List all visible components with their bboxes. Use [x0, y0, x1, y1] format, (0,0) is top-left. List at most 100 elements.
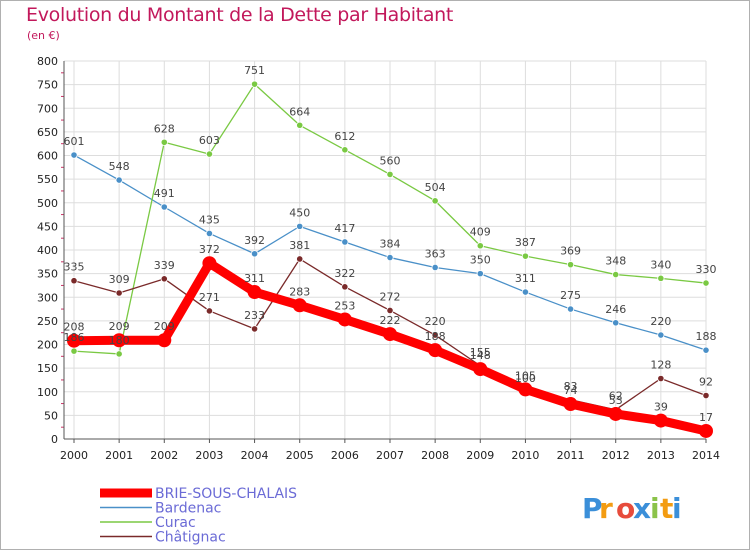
data-point [115, 176, 123, 184]
data-label: 222 [380, 314, 401, 327]
data-point [337, 312, 352, 327]
logo-letter: o [616, 492, 635, 525]
data-label: 105 [515, 369, 536, 382]
y-tick-label: 350 [37, 268, 58, 281]
data-label: 612 [334, 130, 355, 143]
chart-unit: (en €) [27, 29, 60, 42]
y-tick-label: 700 [37, 102, 58, 115]
x-tick-label: 2014 [692, 449, 720, 462]
x-tick-label: 2012 [602, 449, 630, 462]
x-tick-label: 2006 [331, 449, 359, 462]
data-point [247, 285, 262, 300]
data-point [115, 350, 123, 358]
data-point [341, 238, 349, 246]
data-label: 128 [650, 359, 671, 372]
data-label: 83 [564, 380, 578, 393]
data-point [386, 170, 394, 178]
data-label: 322 [334, 267, 355, 280]
data-label: 363 [425, 247, 446, 260]
data-point [70, 277, 78, 285]
data-point [202, 256, 217, 271]
data-label: 283 [289, 285, 310, 298]
data-point [699, 423, 713, 438]
y-tick-label: 750 [37, 79, 58, 92]
data-point [657, 374, 665, 383]
data-label: 381 [289, 239, 310, 252]
y-tick-label: 0 [51, 433, 58, 446]
data-point [431, 197, 439, 205]
data-point [702, 346, 710, 354]
x-tick-label: 2000 [60, 449, 88, 462]
data-point [205, 229, 214, 238]
y-tick-label: 150 [37, 362, 58, 375]
logo-letter: i [650, 492, 660, 525]
data-point [115, 289, 123, 297]
data-label: 340 [650, 258, 671, 271]
data-label: 504 [425, 181, 446, 194]
data-point [521, 288, 530, 296]
data-point [250, 80, 259, 88]
data-label: 628 [154, 122, 175, 135]
x-tick-label: 2010 [511, 449, 539, 462]
data-label: 369 [560, 245, 581, 258]
series-layer [67, 80, 713, 438]
y-tick-label: 100 [37, 386, 58, 399]
data-label: 148 [470, 349, 491, 362]
data-point [250, 250, 259, 258]
x-tick-label: 2007 [376, 449, 404, 462]
data-label: 387 [515, 236, 536, 249]
data-label: 246 [605, 303, 626, 316]
data-label: 208 [64, 321, 85, 334]
data-point [653, 413, 668, 428]
data-label: 560 [380, 154, 401, 167]
data-point [112, 333, 127, 348]
data-label: 603 [199, 134, 220, 147]
data-point [386, 306, 394, 315]
axes: 0 50 100 150 200 250 300 350 400 450 500 550 600 650 7… [37, 55, 720, 462]
data-point [70, 347, 78, 355]
data-point [657, 274, 665, 282]
data-point [521, 252, 530, 260]
data-label: 92 [699, 376, 713, 389]
data-label: 601 [64, 135, 85, 148]
x-tick-label: 2003 [195, 449, 223, 462]
data-point [428, 343, 443, 358]
y-tick-label: 550 [37, 173, 58, 186]
data-label: 17 [699, 411, 713, 424]
legend-label: Curac [155, 515, 196, 531]
data-point [473, 362, 488, 377]
data-label: 417 [334, 222, 355, 235]
x-tick-label: 2008 [421, 449, 449, 462]
data-label: 220 [650, 315, 671, 328]
data-label: 335 [64, 261, 85, 274]
y-tick-label: 650 [37, 126, 58, 139]
data-point [296, 121, 304, 129]
y-tick-label: 800 [37, 55, 58, 68]
data-label: 272 [380, 290, 401, 303]
data-label: 155 [470, 346, 491, 359]
data-point [566, 305, 575, 313]
data-point [205, 307, 214, 315]
data-label: 188 [425, 330, 446, 343]
x-tick-label: 2002 [150, 449, 178, 462]
chart-title: Evolution du Montant de la Dette par Hab… [26, 4, 454, 26]
data-label: 39 [654, 401, 668, 414]
data-label: 339 [154, 259, 175, 272]
y-tick-label: 600 [37, 150, 58, 163]
data-point [431, 263, 439, 272]
data-point [157, 333, 172, 348]
data-label: 348 [605, 255, 626, 268]
x-tick-label: 2009 [466, 449, 494, 462]
data-label: 188 [696, 330, 717, 343]
data-point [608, 406, 623, 421]
data-point [383, 327, 397, 342]
data-point [160, 203, 168, 211]
data-label: 209 [109, 320, 130, 333]
data-labels: 208 209 209 372 311 283 253 222 188 148 105 74 53 39 1… [64, 64, 717, 424]
data-label: 180 [109, 334, 130, 347]
y-tick-label: 50 [44, 409, 58, 422]
data-label: 100 [515, 372, 536, 385]
data-label: 209 [154, 320, 175, 333]
data-label: 384 [380, 238, 401, 251]
data-label: 311 [515, 272, 536, 285]
